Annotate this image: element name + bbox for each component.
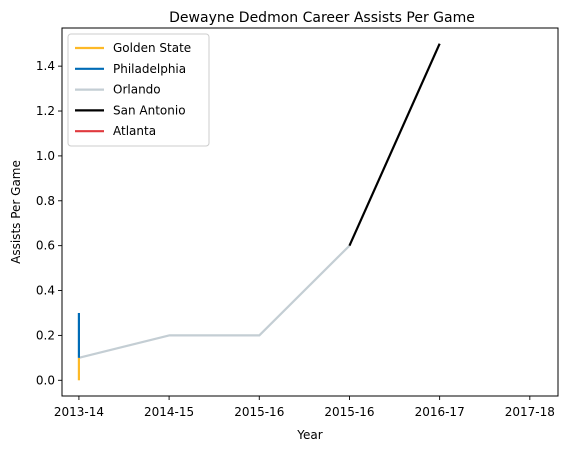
- y-tick-label: 0.6: [36, 239, 55, 253]
- y-tick-label: 1.2: [36, 104, 55, 118]
- series-layer: [77, 43, 441, 381]
- y-tick-label: 0.2: [36, 328, 55, 342]
- x-tick-label: 2015-16: [234, 405, 284, 419]
- y-tick-label: 1.0: [36, 149, 55, 163]
- chart-title: Dewayne Dedmon Career Assists Per Game: [169, 10, 475, 26]
- legend-label-san-antonio: San Antonio: [113, 103, 186, 117]
- y-tick-label: 0.4: [36, 284, 55, 298]
- plot-frame: [61, 27, 559, 397]
- y-tick-label: 1.4: [36, 59, 55, 73]
- legend-label-atlanta: Atlanta: [113, 124, 156, 138]
- x-axis-label: Year: [296, 428, 322, 442]
- y-axis: 0.0 0.2 0.4 0.6 0.8 1.0 1.2 1.4: [36, 59, 62, 387]
- y-tick-label: 0.8: [36, 194, 55, 208]
- y-axis-label: Assists Per Game: [9, 160, 23, 264]
- x-tick-label: 2013-14: [54, 405, 104, 419]
- x-tick-label: 2015-16: [324, 405, 374, 419]
- series-line-san-antonio: [348, 43, 441, 247]
- x-tick-label: 2016-17: [415, 405, 465, 419]
- x-axis: 2013-14 2014-15 2015-16 2015-16 2016-17 2017-…: [54, 396, 555, 419]
- legend-label-orlando: Orlando: [113, 83, 161, 97]
- x-tick-label: 2014-15: [144, 405, 194, 419]
- legend-label-philadelphia: Philadelphia: [113, 62, 186, 76]
- legend-box: [67, 33, 210, 147]
- x-tick-label: 2017-18: [505, 405, 555, 419]
- series-line-orlando: [78, 244, 351, 359]
- y-tick-label: 0.0: [36, 373, 55, 387]
- legend-label-golden-state: Golden State: [113, 41, 191, 55]
- legend: Golden State Philadelphia Orlando San Anton…: [67, 33, 210, 147]
